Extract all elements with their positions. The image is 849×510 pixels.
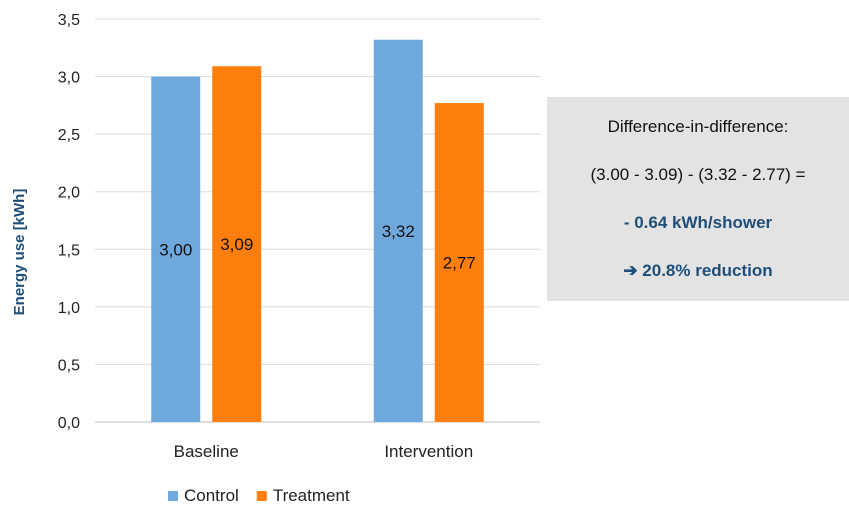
legend-label: Treatment <box>273 486 350 505</box>
difference-in-difference-box: Difference-in-difference: (3.00 - 3.09) … <box>547 97 849 301</box>
bars <box>151 39 484 423</box>
y-tick-label: 0,5 <box>58 357 80 374</box>
legend-swatch <box>256 491 267 501</box>
bar-control-intervention <box>373 39 423 423</box>
x-category-label: Intervention <box>384 442 473 461</box>
legend-label: Control <box>184 486 239 505</box>
bar-control-baseline <box>151 76 201 423</box>
dind-title: Difference-in-difference: <box>607 117 789 136</box>
dind-result: - 0.64 kWh/shower <box>623 213 773 232</box>
y-axis-ticks: 0,0 0,5 1,0 1,5 2,0 2,5 3,0 3,5 <box>58 12 80 432</box>
y-tick-label: 2,0 <box>58 185 80 202</box>
bar-treatment-intervention <box>434 103 484 422</box>
x-category-label: Baseline <box>174 442 239 461</box>
data-label: 3,32 <box>382 222 415 241</box>
x-axis-categories: Baseline Intervention <box>174 442 474 461</box>
bar-treatment-baseline <box>212 66 262 423</box>
y-tick-label: 1,5 <box>58 242 80 259</box>
y-tick-label: 2,5 <box>58 127 80 144</box>
data-label: 2,77 <box>443 254 476 273</box>
y-tick-label: 3,0 <box>58 70 80 87</box>
data-label: 3,09 <box>220 235 253 254</box>
dind-reduction: ➔ 20.8% reduction <box>623 261 773 280</box>
y-tick-label: 3,5 <box>58 12 80 29</box>
dind-formula: (3.00 - 3.09) - (3.32 - 2.77) = <box>590 165 806 184</box>
legend-swatch <box>168 491 178 501</box>
y-tick-label: 0,0 <box>58 415 80 432</box>
data-label: 3,00 <box>159 240 192 259</box>
y-axis-label: Energy use [kWh] <box>11 189 28 316</box>
legend: Control Treatment <box>168 486 350 505</box>
y-tick-label: 1,0 <box>58 300 80 317</box>
data-labels: 3,00 3,09 3,32 2,77 <box>159 222 476 273</box>
